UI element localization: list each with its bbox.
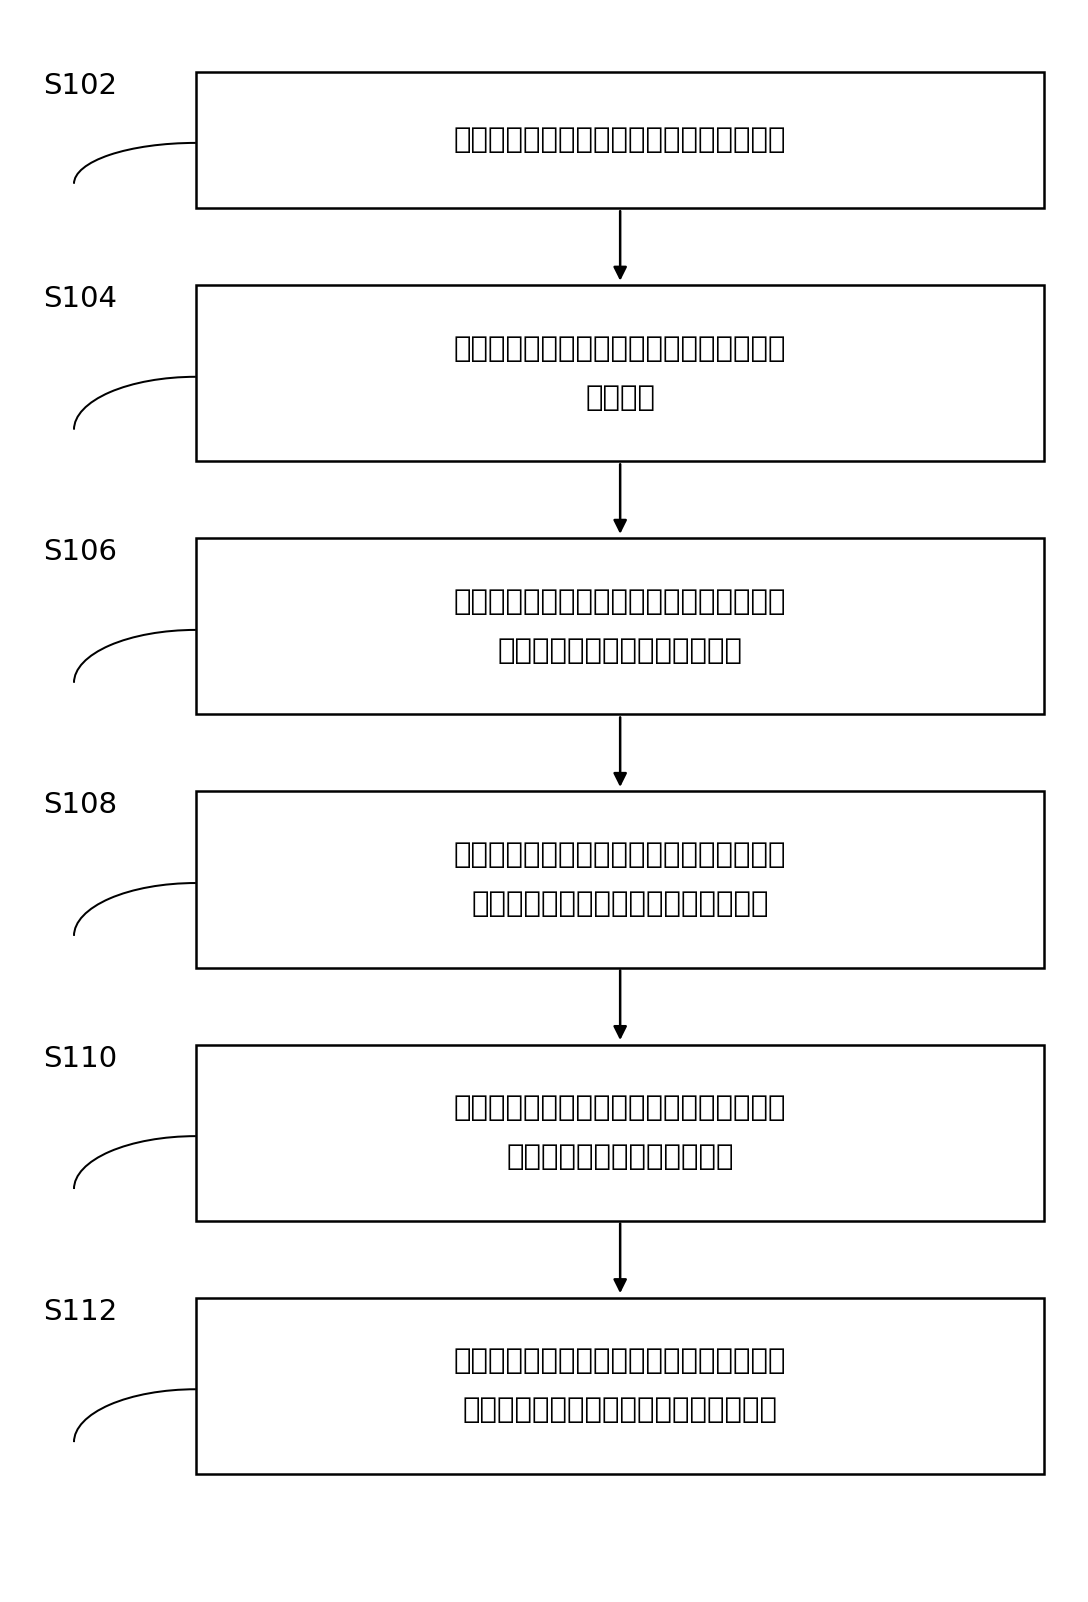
Bar xyxy=(196,791,1044,968)
Text: 将驱动电流参数作为调光信号，并使用调光: 将驱动电流参数作为调光信号，并使用调光 xyxy=(454,1347,787,1375)
Text: 获取初始灯光照射目标对象形成的初始图像: 获取初始灯光照射目标对象形成的初始图像 xyxy=(454,127,787,154)
Text: 信号将照明装置的输出光调整为目标灯光: 信号将照明装置的输出光调整为目标灯光 xyxy=(462,1397,778,1424)
Text: 目标图像: 目标图像 xyxy=(585,384,655,412)
Text: 根据第四色坐标以及固有色坐标进行驱动电: 根据第四色坐标以及固有色坐标进行驱动电 xyxy=(454,1094,787,1121)
Bar xyxy=(196,538,1044,714)
Text: S102: S102 xyxy=(44,72,118,99)
Text: 流计算，以获取驱动电流参数: 流计算，以获取驱动电流参数 xyxy=(506,1144,734,1171)
Text: 目标图像的主色彩的第二色坐标: 目标图像的主色彩的第二色坐标 xyxy=(497,638,743,665)
Text: S110: S110 xyxy=(44,1045,118,1072)
Bar xyxy=(196,1045,1044,1221)
Text: S112: S112 xyxy=(44,1298,118,1325)
Text: 对第一色坐标、第二色坐标以及第三色坐标: 对第一色坐标、第二色坐标以及第三色坐标 xyxy=(454,841,787,868)
Bar xyxy=(196,285,1044,461)
Text: 进行光源估计计算，以获取第四色坐标: 进行光源估计计算，以获取第四色坐标 xyxy=(471,891,769,918)
Text: S108: S108 xyxy=(44,791,118,819)
Bar xyxy=(196,72,1044,208)
Text: S104: S104 xyxy=(44,285,118,312)
Text: 分别提取初始图像的主色彩的第一色坐标和: 分别提取初始图像的主色彩的第一色坐标和 xyxy=(454,588,787,615)
Text: 对初始图像进行色彩处理，以获取处理后的: 对初始图像进行色彩处理，以获取处理后的 xyxy=(454,335,787,362)
Text: S106: S106 xyxy=(44,538,118,566)
Bar xyxy=(196,1298,1044,1474)
